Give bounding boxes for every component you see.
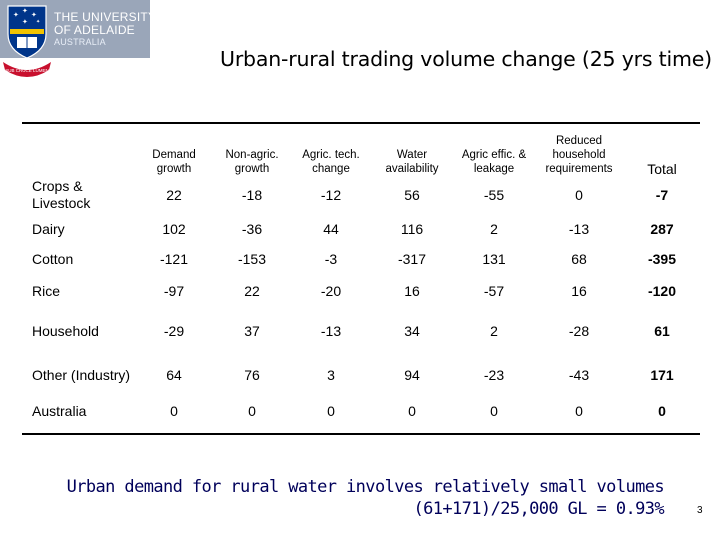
table-row: Dairy 102 -36 44 116 2 -13 287 — [24, 214, 700, 244]
cell-value: 2 — [490, 323, 498, 339]
svg-text:✦: ✦ — [22, 7, 28, 15]
cell-value: -12 — [320, 187, 342, 203]
table-bottom-rule — [22, 433, 700, 435]
svg-text:✦: ✦ — [31, 11, 37, 19]
cell-value: 116 — [400, 221, 424, 237]
cell-value: -29 — [163, 323, 185, 339]
page-number: 3 — [697, 505, 703, 516]
cell-total: -120 — [647, 283, 677, 299]
cell-value: 94 — [404, 367, 420, 383]
cell-value: 0 — [490, 403, 498, 419]
svg-text:✦: ✦ — [36, 19, 40, 25]
footnote-line1: Urban demand for rural water involves re… — [66, 477, 665, 497]
header-reduced-household: Reduced household requirements — [545, 135, 613, 175]
logo-ribbon-text: SUB CRUCE LUMEN — [5, 68, 49, 73]
table-row: Cotton -121 -153 -3 -317 131 68 -395 — [24, 244, 700, 274]
cell-total: 61 — [654, 323, 670, 339]
cell-value: 76 — [244, 367, 260, 383]
header-non-agric-growth: Non-agric. growth — [225, 149, 279, 175]
university-name-line3: AUSTRALIA — [54, 37, 106, 47]
cell-value: -55 — [483, 187, 505, 203]
cell-value: 37 — [244, 323, 260, 339]
cell-value: -121 — [159, 251, 189, 267]
footnote-line2: (61+171)/25,000 GL = 0.93% — [413, 499, 664, 519]
row-label: Cotton — [32, 250, 74, 267]
row-label: Dairy — [32, 220, 65, 237]
university-name-line1: THE UNIVERSITY — [54, 10, 157, 24]
cell-total: 287 — [650, 221, 674, 237]
cell-value: 0 — [327, 403, 335, 419]
table-row: Rice -97 22 -20 16 -57 16 -120 — [24, 274, 700, 308]
table-row: Household -29 37 -13 34 2 -28 61 — [24, 308, 700, 354]
row-label: Australia — [32, 402, 87, 419]
header-demand-growth: Demand growth — [152, 149, 196, 175]
cell-value: 102 — [162, 221, 186, 237]
header-total: Total — [647, 161, 677, 177]
cell-value: 0 — [408, 403, 416, 419]
svg-text:✦: ✦ — [13, 11, 19, 19]
cell-value: -13 — [320, 323, 342, 339]
cell-total: 0 — [658, 403, 666, 419]
cell-value: 0 — [170, 403, 178, 419]
cell-value: 68 — [571, 251, 587, 267]
cell-value: 44 — [323, 221, 339, 237]
cell-value: 16 — [404, 283, 420, 299]
cell-total: -395 — [647, 251, 677, 267]
cell-value: -28 — [568, 323, 590, 339]
university-name-line2: OF ADELAIDE — [54, 23, 135, 37]
header-blank — [24, 124, 136, 176]
cell-value: 16 — [571, 283, 587, 299]
cell-total: -7 — [655, 187, 669, 203]
table-row: Other (Industry) 64 76 3 94 -23 -43 171 — [24, 354, 700, 396]
cell-value: -18 — [241, 187, 263, 203]
header-agric-tech-change: Agric. tech. change — [302, 149, 360, 175]
cell-value: 22 — [166, 187, 182, 203]
row-label: Rice — [32, 282, 61, 299]
cell-value: 64 — [166, 367, 182, 383]
university-logo: ✦ ✦ ✦ ✦ ✦ SUB CRUCE LUMEN THE UNIVERSITY… — [0, 0, 160, 80]
cell-value: -317 — [397, 251, 427, 267]
row-label: Other (Industry) — [32, 366, 131, 383]
cell-value: 34 — [404, 323, 420, 339]
slide-title: Urban-rural trading volume change (25 yr… — [220, 47, 712, 71]
table-header-row: Demand growth Non-agric. growth Agric. t… — [24, 124, 700, 176]
cell-value: 0 — [575, 403, 583, 419]
header-water-availability: Water availability — [385, 149, 439, 175]
trading-volume-table: Demand growth Non-agric. growth Agric. t… — [24, 124, 700, 426]
cell-value: 0 — [575, 187, 583, 203]
cell-value: -57 — [483, 283, 505, 299]
header-agric-effic-leakage: Agric effic. & leakage — [461, 149, 527, 175]
cell-value: -23 — [483, 367, 505, 383]
cell-total: 171 — [650, 367, 674, 383]
table-row: Crops & Livestock 22 -18 -12 56 -55 0 -7 — [24, 176, 700, 214]
cell-value: 56 — [404, 187, 420, 203]
cell-value: 22 — [244, 283, 260, 299]
row-label: Household — [32, 322, 99, 339]
cell-value: -97 — [163, 283, 185, 299]
cell-value: 131 — [482, 251, 506, 267]
cell-value: -13 — [568, 221, 590, 237]
table-row: Australia 0 0 0 0 0 0 0 — [24, 396, 700, 426]
footnote: Urban demand for rural water involves re… — [40, 476, 665, 520]
cell-value: -43 — [568, 367, 590, 383]
cell-value: 2 — [490, 221, 498, 237]
row-label: Crops & Livestock — [32, 178, 91, 211]
cell-value: 3 — [327, 367, 335, 383]
cell-value: -36 — [241, 221, 263, 237]
cell-value: 0 — [248, 403, 256, 419]
cell-value: -153 — [237, 251, 267, 267]
university-name: THE UNIVERSITY OF ADELAIDE AUSTRALIA — [54, 10, 157, 48]
cell-value: -20 — [320, 283, 342, 299]
table-top-rule — [22, 122, 700, 124]
logo-artwork: ✦ ✦ ✦ ✦ ✦ SUB CRUCE LUMEN — [0, 0, 150, 77]
svg-text:✦: ✦ — [22, 18, 28, 26]
cell-value: -3 — [324, 251, 338, 267]
